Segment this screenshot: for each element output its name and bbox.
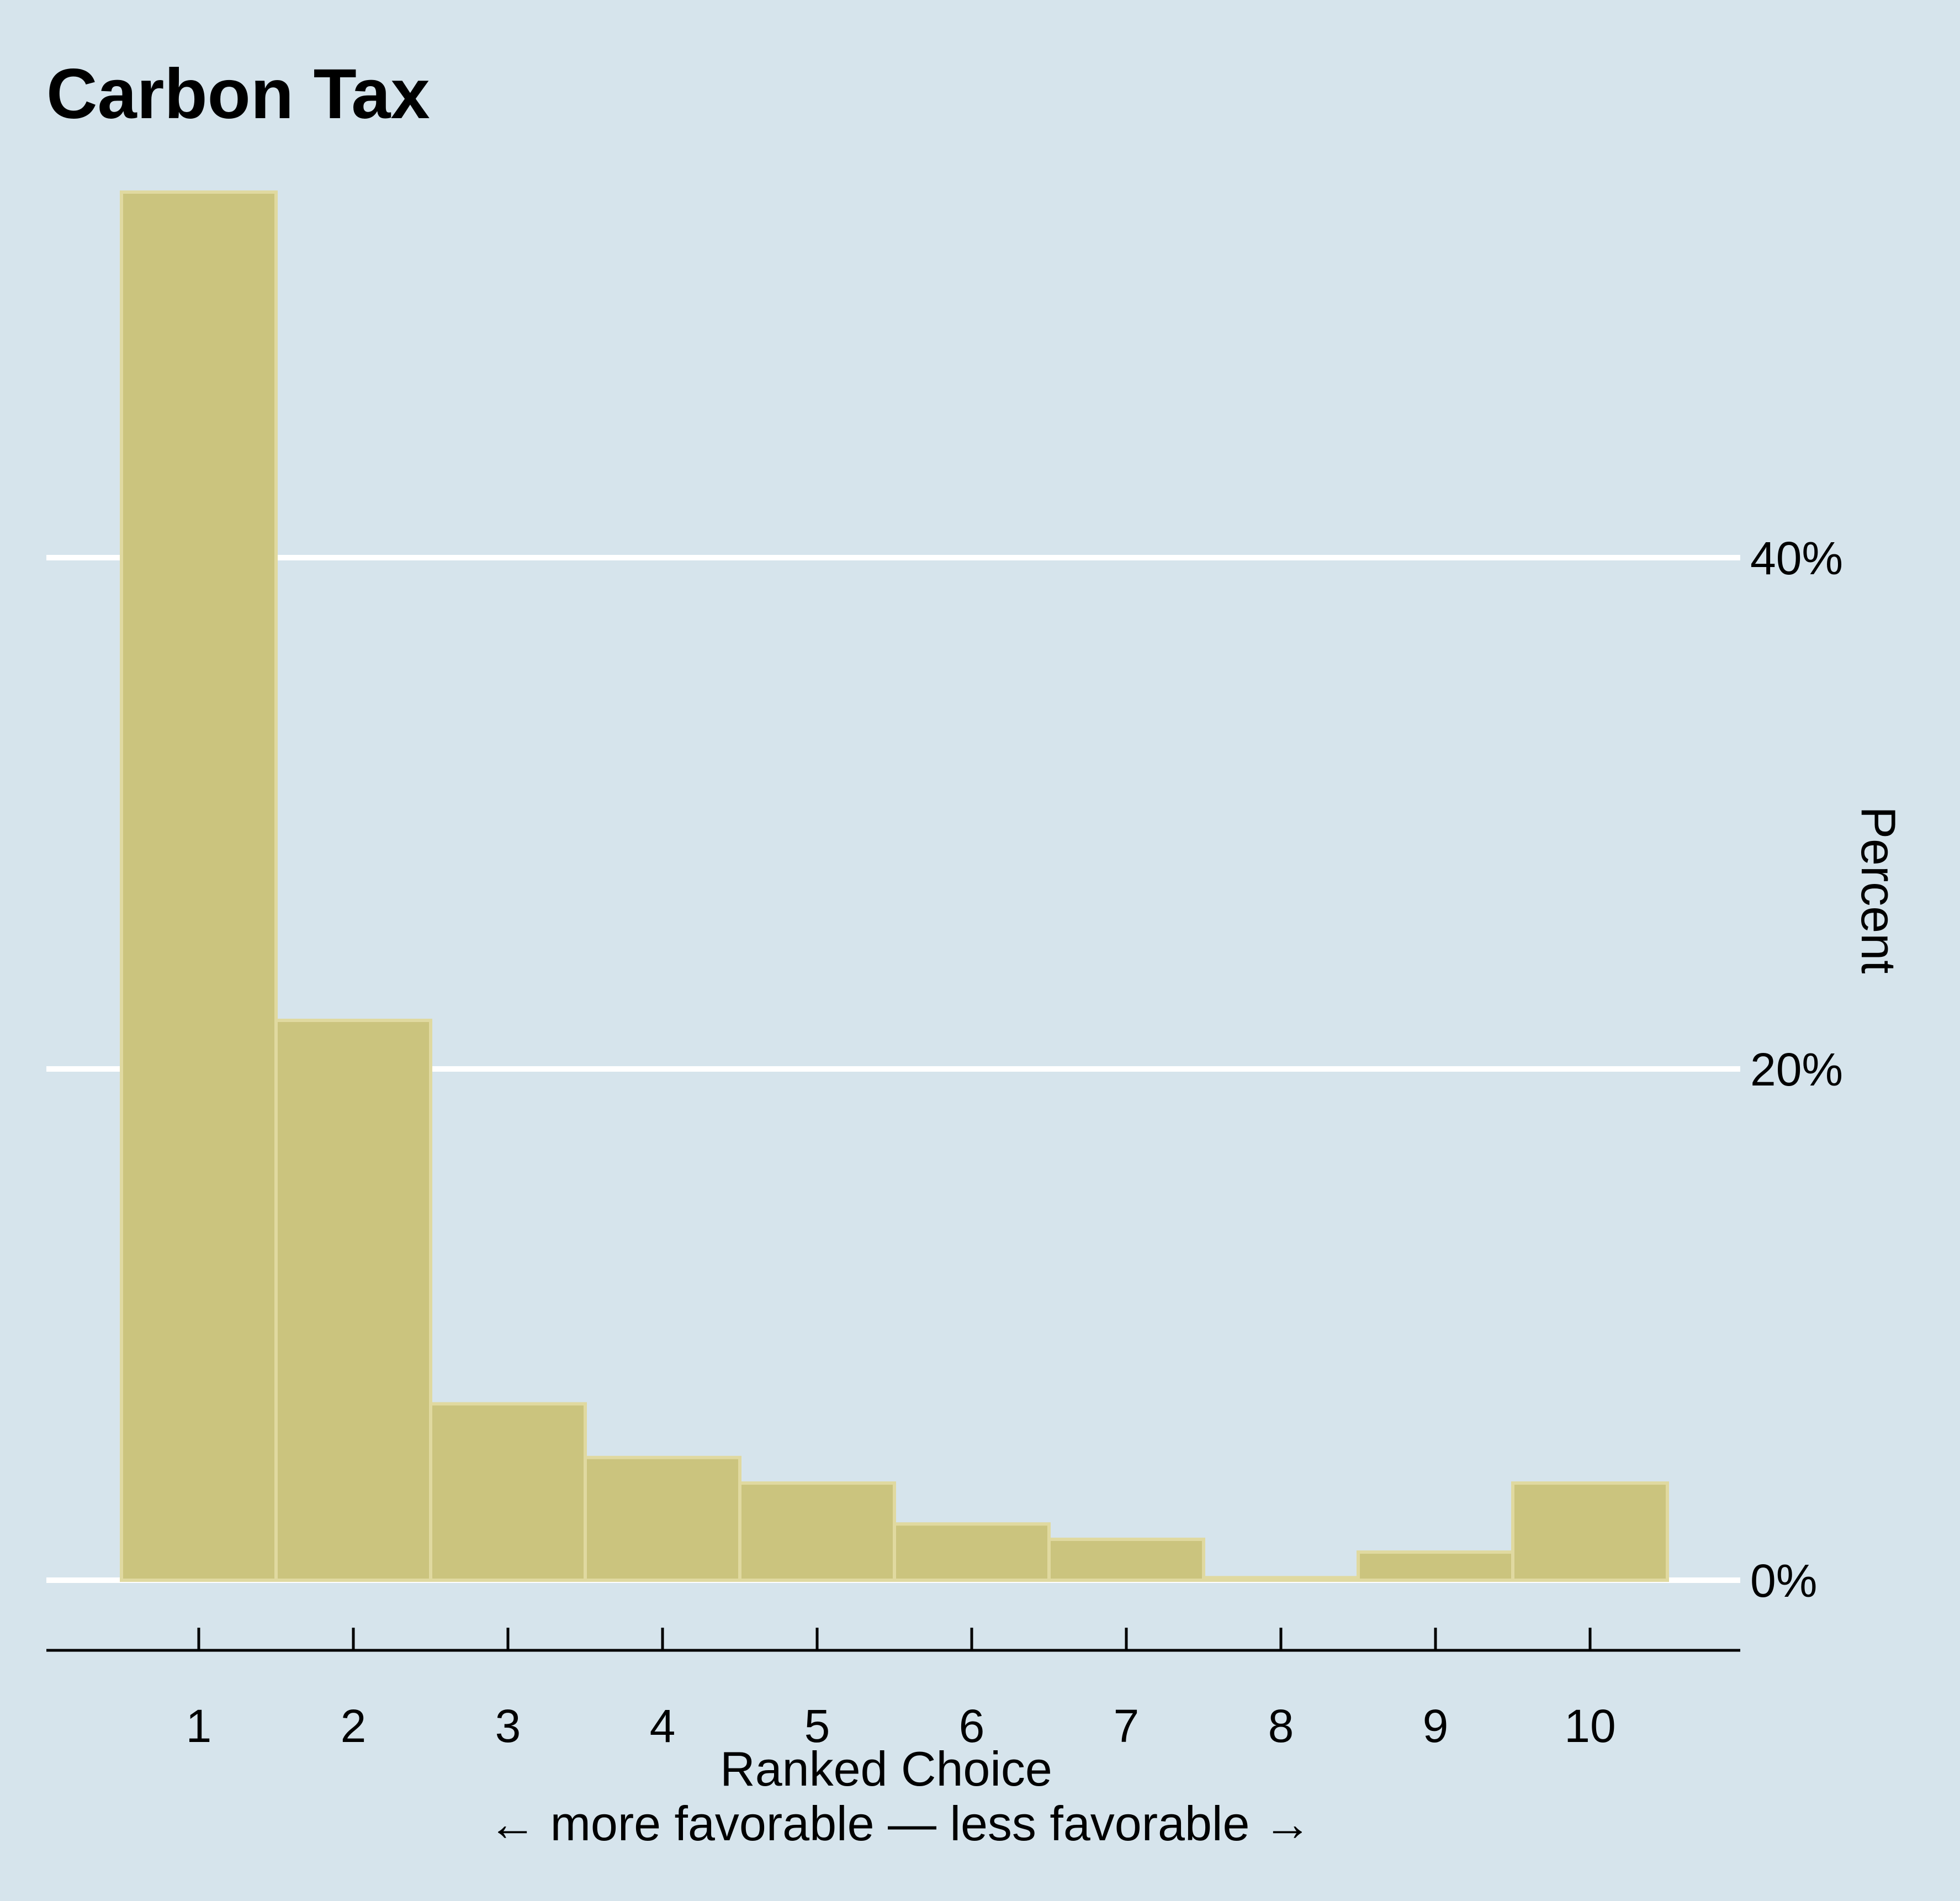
x-axis-sublabel: ← more favorable — less favorable → <box>488 1796 1312 1851</box>
x-tick-label-6: 6 <box>959 1700 985 1752</box>
y-tick-label-0: 0% <box>1750 1555 1817 1607</box>
x-axis-ticks: 1 2 3 4 5 6 7 8 9 10 <box>186 1628 1616 1752</box>
x-tick-label-1: 1 <box>186 1700 212 1752</box>
bar-3 <box>429 1402 587 1582</box>
chart-title: Carbon Tax <box>46 55 430 134</box>
bar-9 <box>1357 1550 1514 1582</box>
bar-8 <box>1202 1576 1360 1582</box>
x-tick-label-9: 9 <box>1423 1700 1449 1752</box>
bar-1 <box>120 190 278 1582</box>
x-tick-label-4: 4 <box>650 1700 676 1752</box>
x-tick-label-2: 2 <box>341 1700 367 1752</box>
x-tick-label-5: 5 <box>804 1700 830 1752</box>
bars <box>120 190 1669 1582</box>
x-tick-label-3: 3 <box>495 1700 521 1752</box>
y-axis-label: Percent <box>1851 806 1906 973</box>
x-axis-label: Ranked Choice <box>720 1741 1052 1796</box>
bar-7 <box>1047 1537 1205 1582</box>
bar-6 <box>893 1522 1051 1582</box>
x-tick-label-10: 10 <box>1564 1700 1615 1752</box>
bar-4 <box>584 1455 741 1582</box>
bar-5 <box>738 1481 896 1582</box>
bar-10 <box>1511 1481 1669 1582</box>
y-axis-ticks: 0% 20% 40% <box>1750 532 1843 1607</box>
x-tick-label-7: 7 <box>1114 1700 1140 1752</box>
bar-2 <box>274 1019 432 1582</box>
y-tick-label-20: 20% <box>1750 1044 1843 1095</box>
x-tick-label-8: 8 <box>1268 1700 1294 1752</box>
y-tick-label-40: 40% <box>1750 532 1843 584</box>
